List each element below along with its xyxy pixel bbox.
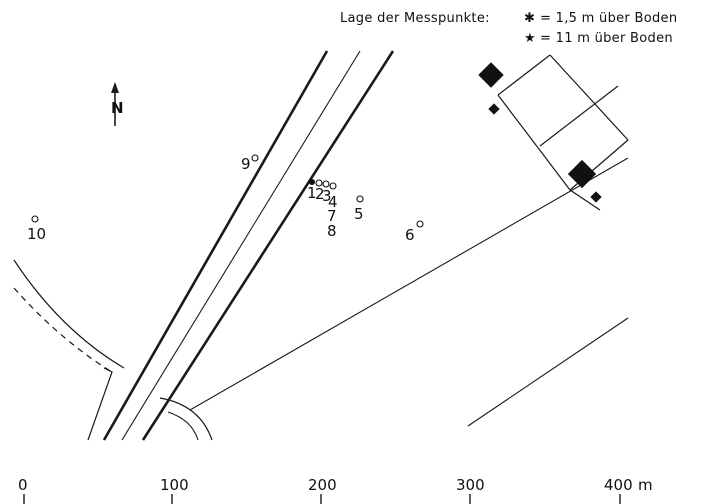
legend-text-elevated: = 11 m über Boden [540, 31, 673, 46]
roundabout-curve [159, 397, 213, 441]
point-label-2: 2 [315, 185, 325, 203]
point-label-3: 3 [322, 187, 332, 205]
side-road [13, 259, 125, 441]
legend: Lage der Messpunkte: ✱ = 1,5 m über Bode… [340, 11, 677, 46]
measurement-points: 9 1 2 3 4 7 8 5 6 10 [27, 154, 424, 244]
point-label-7: 7 [327, 207, 337, 225]
scale-tick-label-100: 100 [160, 476, 189, 494]
point-label-5: 5 [354, 205, 364, 223]
point-marker-2 [315, 179, 323, 187]
point-marker-6 [416, 220, 424, 228]
scale-unit-label: m [638, 476, 653, 494]
road [102, 50, 395, 441]
scale-tick-label-0: 0 [18, 476, 28, 494]
point-marker-4 [329, 182, 337, 190]
point-label-8: 8 [327, 222, 337, 240]
north-arrow-icon: N [111, 82, 124, 126]
buildings [478, 54, 629, 211]
point-label-1: 1 [307, 184, 317, 202]
legend-text-ground: = 1,5 m über Boden [540, 11, 677, 26]
legend-symbol-ground: ✱ [524, 11, 535, 26]
scale-tick-label-200: 200 [308, 476, 337, 494]
scale-tick-label-400: 400 [604, 476, 633, 494]
point-label-9: 9 [241, 155, 251, 173]
point-label-4: 4 [328, 193, 338, 211]
point-marker-3 [322, 180, 330, 188]
scale-bar: 0 100 200 300 400 m [18, 476, 653, 504]
legend-symbol-elevated: ★ [524, 31, 536, 46]
point-marker-5 [356, 195, 364, 203]
legend-title: Lage der Messpunkte: [340, 11, 490, 26]
point-marker-9 [251, 154, 259, 162]
field-lines [189, 157, 629, 427]
scale-tick-label-300: 300 [456, 476, 485, 494]
north-label: N [111, 99, 124, 117]
point-marker-1 [309, 179, 315, 185]
point-label-10: 10 [27, 225, 46, 243]
point-label-6: 6 [405, 226, 415, 244]
point-marker-10 [31, 215, 39, 223]
